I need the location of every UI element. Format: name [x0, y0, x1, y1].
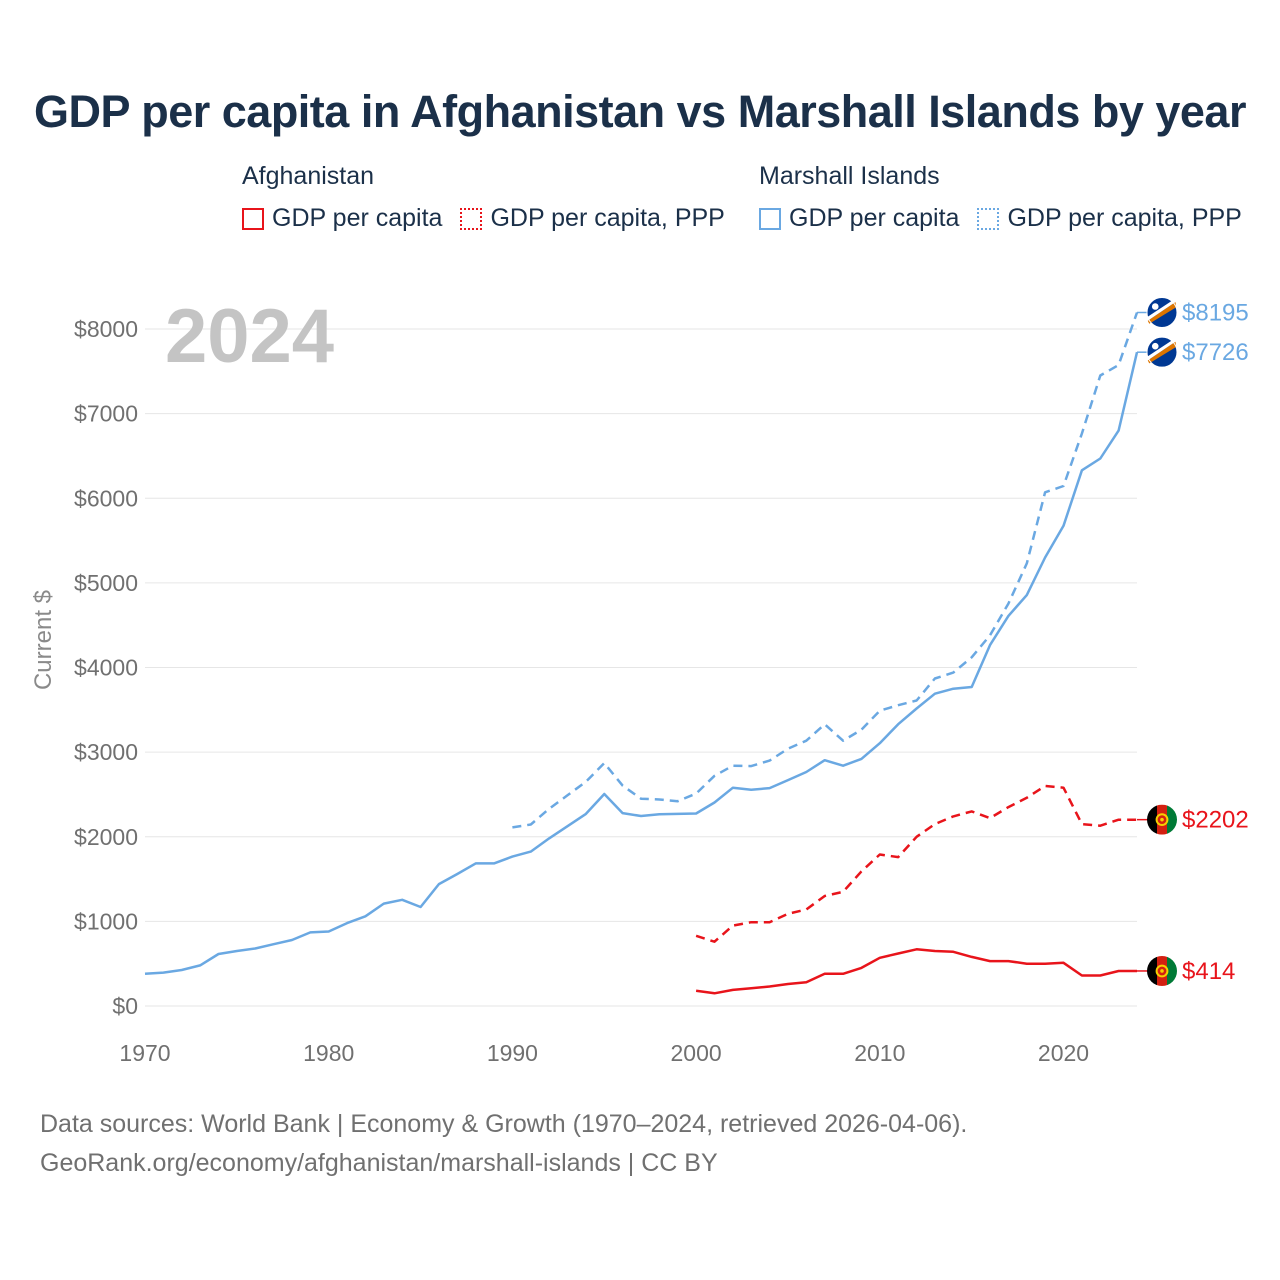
y-tick-label: $3000 — [74, 739, 138, 765]
end-value-label: $7726 — [1182, 339, 1249, 366]
flag-stripe-white — [1147, 298, 1176, 321]
series-line-2 — [695, 948, 1137, 995]
flag-stripe-green — [1167, 804, 1177, 835]
flag-stripe-white — [1147, 337, 1176, 361]
y-tick-label: $4000 — [74, 655, 138, 681]
legend-swatch-dotted — [460, 207, 483, 230]
flag-stripe-orange — [1147, 301, 1177, 324]
flag-star — [1151, 342, 1159, 350]
y-tick-label: $6000 — [74, 485, 138, 511]
x-tick-label: 1970 — [119, 1040, 170, 1066]
legend-label: GDP per capita — [272, 204, 443, 232]
legend-group-name: Marshall Islands — [759, 162, 940, 190]
series-line-0 — [144, 351, 1139, 976]
chart-title: GDP per capita in Afghanistan vs Marshal… — [34, 86, 1246, 137]
afghanistan-flag-icon — [1147, 804, 1177, 835]
y-tick-label: $5000 — [74, 570, 138, 596]
legend-group-name: Afghanistan — [242, 162, 375, 190]
x-tick-label: 2010 — [854, 1040, 905, 1066]
x-tick-label: 1990 — [487, 1040, 538, 1066]
legend-swatch-solid — [242, 207, 264, 230]
legend-group-afghanistan: Afghanistan GDP per capita GDP per capit… — [242, 162, 725, 232]
end-value-label: $414 — [1182, 958, 1235, 985]
y-tick-label: $1000 — [74, 908, 138, 934]
y-axis-label: Current $ — [30, 590, 57, 690]
flag-emblem — [1155, 813, 1169, 827]
flag-star — [1151, 303, 1159, 310]
marshall-islands-flag-icon — [1146, 296, 1178, 328]
legend-item-marshall-gdp-ppp[interactable]: GDP per capita, PPP — [977, 204, 1242, 233]
x-tick-label: 2000 — [671, 1040, 722, 1066]
legend-label: GDP per capita, PPP — [490, 204, 725, 232]
afghanistan-flag-icon — [1147, 955, 1177, 986]
legend-label: GDP per capita — [789, 204, 960, 232]
series-line-3 — [695, 784, 1137, 943]
legend-item-marshall-gdp[interactable]: GDP per capita — [759, 204, 959, 233]
y-tick-label: $2000 — [74, 824, 138, 850]
flag-border — [1146, 296, 1178, 328]
y-tick-label: $7000 — [74, 401, 138, 427]
end-value-label: $8195 — [1182, 299, 1249, 326]
legend-item-afghanistan-gdp[interactable]: GDP per capita — [242, 204, 442, 233]
flag-emblem-center — [1160, 817, 1164, 822]
y-tick-label: $0 — [112, 993, 138, 1019]
flag-stripe-green — [1167, 955, 1177, 986]
flag-stripe-orange — [1147, 341, 1177, 364]
footer-sources: Data sources: World Bank | Economy & Gro… — [40, 1110, 968, 1138]
flag-emblem-center — [1160, 969, 1164, 973]
year-label: 2024 — [165, 294, 334, 379]
end-value-label: $2202 — [1182, 807, 1249, 834]
flag-stripe-black — [1147, 955, 1157, 986]
x-tick-label: 2020 — [1038, 1040, 1089, 1066]
footer-link[interactable]: GeoRank.org/economy/afghanistan/marshall… — [40, 1149, 718, 1177]
series-line-1 — [512, 312, 1139, 829]
flag-border — [1146, 336, 1178, 368]
marshall-islands-flag-icon — [1146, 336, 1178, 368]
legend-swatch-solid — [759, 207, 781, 230]
flag-emblem — [1155, 964, 1169, 978]
y-tick-label: $8000 — [74, 316, 138, 342]
flag-stripe-black — [1147, 804, 1157, 835]
legend-swatch-dotted — [977, 207, 1000, 230]
legend-item-afghanistan-gdp-ppp[interactable]: GDP per capita, PPP — [460, 204, 725, 233]
x-tick-label: 1980 — [303, 1040, 354, 1066]
footer: Data sources: World Bank | Economy & Gro… — [40, 1105, 967, 1183]
legend-group-marshall-islands: Marshall Islands GDP per capita GDP per … — [759, 162, 1242, 232]
legend-label: GDP per capita, PPP — [1007, 204, 1242, 232]
